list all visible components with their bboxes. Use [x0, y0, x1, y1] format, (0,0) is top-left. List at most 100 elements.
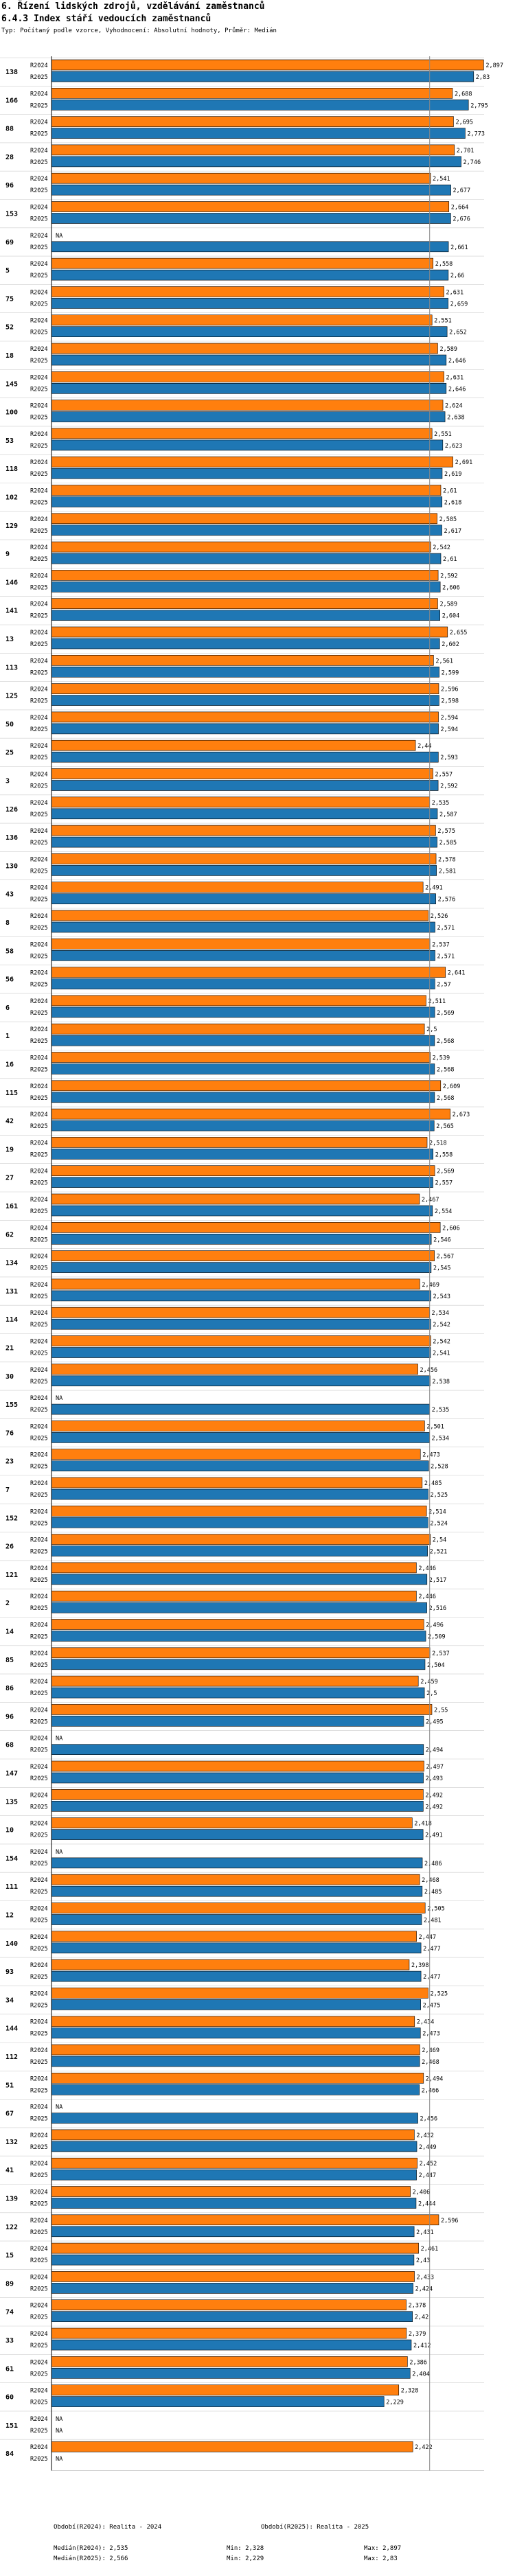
bar-r2025	[51, 1602, 427, 1613]
category-label: 154	[5, 1855, 18, 1863]
bar-r2025	[51, 2198, 417, 2209]
bar-r2025	[51, 184, 451, 196]
category-label: 86	[5, 1685, 14, 1692]
data-label: 2,494	[426, 1747, 444, 1754]
data-label: 2,551	[434, 431, 452, 438]
series-label: R2025	[30, 386, 48, 393]
series-label: R2025	[30, 443, 48, 450]
data-label: 2,516	[429, 1605, 447, 1612]
series-label: R2025	[30, 1520, 48, 1527]
bar-r2025	[51, 666, 439, 678]
series-label: R2025	[30, 1151, 48, 1158]
series-label: R2025	[30, 2172, 48, 2179]
series-label: R2024	[30, 1026, 48, 1033]
series-label: R2025	[30, 1804, 48, 1810]
category-label: 34	[5, 1997, 14, 2004]
series-label: R2025	[30, 187, 48, 194]
series-label: R2025	[30, 1123, 48, 1130]
bar-r2024	[51, 570, 439, 581]
bar-r2024	[51, 825, 436, 836]
series-label: R2024	[30, 1508, 48, 1515]
series-label: R2024	[30, 1282, 48, 1289]
data-label: 2,497	[426, 1764, 444, 1771]
bar-r2025	[51, 723, 439, 735]
bar-r2025	[51, 1545, 428, 1556]
data-label: 2,433	[417, 2274, 435, 2281]
data-label: 2,554	[435, 1208, 453, 1215]
series-label: R2025	[30, 1237, 48, 1243]
series-label: R2025	[30, 1265, 48, 1272]
data-label: 2,422	[415, 2444, 433, 2451]
series-label: R2025	[30, 1464, 48, 1471]
data-label: 2,514	[428, 1508, 446, 1515]
series-label: R2024	[30, 1594, 48, 1600]
data-label: 2,631	[446, 374, 464, 381]
data-label: 2,467	[422, 1197, 439, 1204]
series-label: R2024	[30, 1169, 48, 1175]
bar-r2025	[51, 638, 440, 649]
bar-r2024	[51, 1052, 431, 1063]
series-label: R2024	[30, 2019, 48, 2026]
bar-r2025	[51, 213, 451, 224]
footer-max-r2025: Max: 2,83	[364, 2555, 398, 2562]
category-label: 152	[5, 1515, 18, 1522]
data-label: 2,568	[437, 1095, 455, 1102]
bar-r2025	[51, 2339, 412, 2351]
data-label: 2,412	[413, 2343, 431, 2349]
bar-r2024	[51, 1278, 420, 1290]
series-label: R2024	[30, 1083, 48, 1090]
bar-r2025	[51, 1234, 432, 1245]
bar-r2024	[51, 1137, 428, 1148]
data-label: 2,624	[445, 403, 463, 410]
data-label: 2,509	[428, 1634, 446, 1641]
bar-r2024	[51, 1760, 424, 1772]
footer-min-r2025: Min: 2,229	[227, 2555, 264, 2562]
series-label: R2025	[30, 2428, 48, 2435]
bar-r2025	[51, 751, 439, 763]
data-label: 2,524	[430, 1520, 448, 1527]
series-label: R2024	[30, 1452, 48, 1459]
series-label: R2024	[30, 91, 48, 97]
series-label: R2025	[30, 669, 48, 676]
category-label: 68	[5, 1742, 14, 1749]
series-label: R2025	[30, 783, 48, 790]
series-label: R2025	[30, 2371, 48, 2378]
series-label: R2025	[30, 1067, 48, 1074]
bar-r2024	[51, 1817, 413, 1828]
category-label: 25	[5, 749, 14, 757]
series-label: R2024	[30, 2189, 48, 2196]
bar-r2024	[51, 371, 444, 382]
data-label: 2,456	[420, 1367, 438, 1374]
bar-r2024	[51, 116, 454, 127]
data-label: 2,542	[433, 1339, 450, 1346]
series-label: R2024	[30, 1140, 48, 1147]
data-label: 2,492	[425, 1792, 443, 1799]
category-label: 166	[5, 97, 18, 104]
series-label: R2025	[30, 1718, 48, 1725]
data-label: 2,5	[426, 1690, 437, 1697]
category-label: 114	[5, 1316, 18, 1324]
series-label: R2024	[30, 658, 48, 665]
category-label: 41	[5, 2167, 14, 2174]
series-label: R2024	[30, 261, 48, 268]
series-label: R2024	[30, 2104, 48, 2111]
data-label: 2,541	[433, 176, 450, 183]
data-label: 2,576	[438, 897, 456, 904]
category-label: 6	[5, 1004, 10, 1012]
bar-r2024	[51, 1449, 421, 1460]
bar-r2025	[51, 1460, 429, 1471]
na-label: NA	[56, 2104, 62, 2111]
data-label: 2,494	[426, 2075, 444, 2082]
data-label: 2,569	[437, 1010, 455, 1017]
data-label: 2,537	[432, 941, 450, 948]
series-label: R2024	[30, 885, 48, 892]
data-label: 2,543	[433, 1293, 450, 1300]
bar-r2025	[51, 893, 436, 904]
data-label: 2,528	[431, 1464, 448, 1471]
series-label: R2025	[30, 840, 48, 847]
series-label: R2024	[30, 289, 48, 296]
series-label: R2024	[30, 1679, 48, 1686]
data-label: 2,569	[437, 1169, 455, 1175]
series-label: R2024	[30, 1792, 48, 1799]
bar-r2025	[51, 1149, 434, 1160]
